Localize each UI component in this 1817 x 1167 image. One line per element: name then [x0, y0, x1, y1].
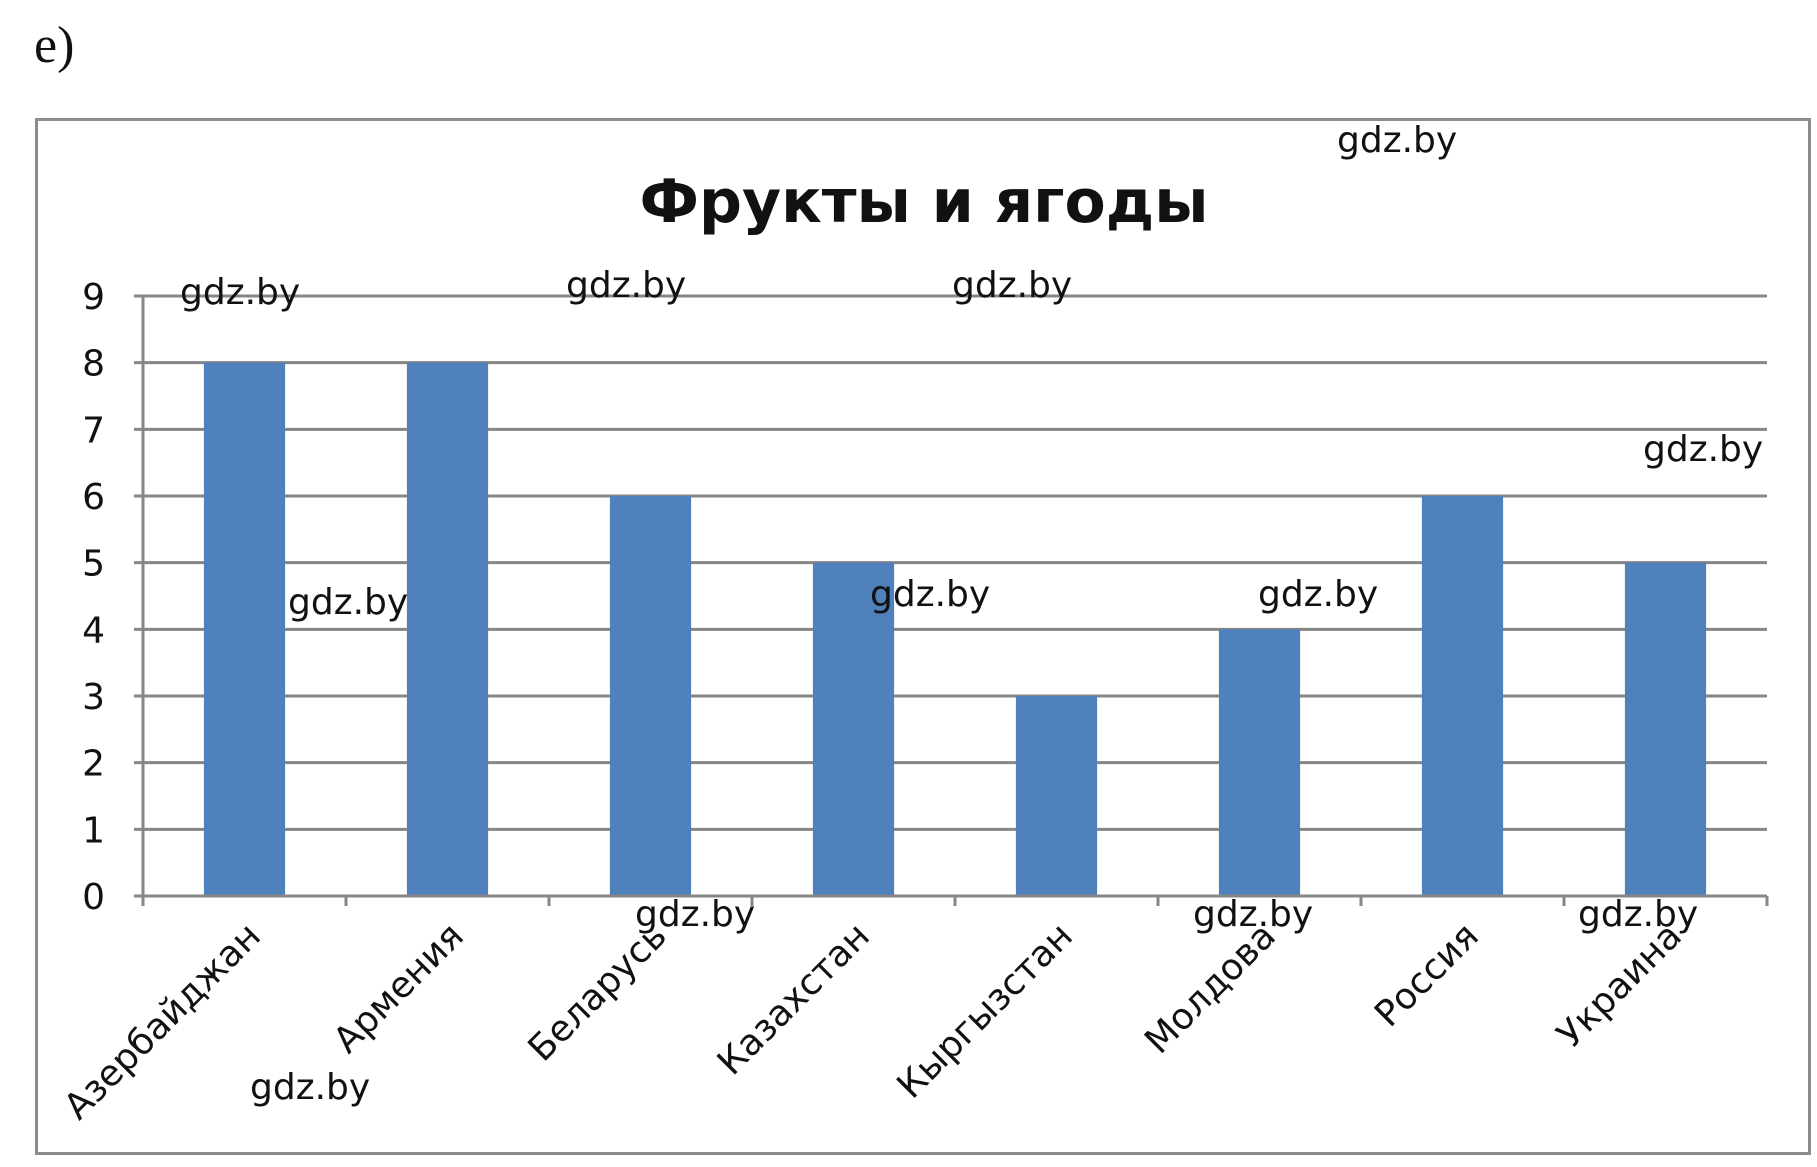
- watermark: gdz.by: [952, 265, 1073, 306]
- y-tick-label: 8: [82, 344, 105, 385]
- watermark: gdz.by: [870, 574, 991, 615]
- watermark: gdz.by: [1258, 574, 1379, 615]
- y-tick-label: 5: [82, 544, 105, 585]
- watermark: gdz.by: [250, 1067, 371, 1108]
- x-tick-label: Беларусь: [521, 915, 675, 1069]
- bar: [203, 362, 286, 897]
- bars: [203, 362, 1707, 897]
- x-tick-label: Молдова: [1137, 915, 1284, 1062]
- watermark: gdz.by: [1643, 429, 1764, 470]
- watermark: gdz.by: [288, 582, 409, 623]
- y-tick-label: 3: [82, 677, 105, 718]
- watermark: gdz.by: [1578, 894, 1699, 935]
- x-tick-label: Кыргызстан: [889, 915, 1080, 1106]
- x-tick-label: Армения: [326, 915, 472, 1061]
- gridlines: [143, 294, 1767, 831]
- part-label: e): [34, 17, 75, 74]
- y-tick-labels: 0 1 2 3 4 5 6 7 8 9: [82, 277, 105, 918]
- watermark: gdz.by: [1193, 894, 1314, 935]
- y-tick-label: 4: [82, 610, 105, 651]
- chart-title: Фрукты и ягоды: [640, 167, 1209, 237]
- bar: [1218, 629, 1301, 896]
- bar: [406, 362, 489, 897]
- y-tick-label: 0: [82, 877, 105, 918]
- bar: [1624, 562, 1707, 896]
- bar: [609, 496, 692, 896]
- x-tick-label: Казахстан: [710, 915, 878, 1083]
- watermark: gdz.by: [635, 894, 756, 935]
- y-tick-label: 7: [82, 410, 105, 451]
- y-tick-label: 9: [82, 277, 105, 318]
- bar: [812, 562, 895, 896]
- x-tick-label: Украина: [1549, 915, 1689, 1055]
- watermark: gdz.by: [180, 272, 301, 313]
- x-tick-label: Азербайджан: [56, 915, 268, 1127]
- bar: [1015, 696, 1098, 896]
- bar: [1421, 496, 1504, 896]
- watermark: gdz.by: [566, 265, 687, 306]
- y-tick-label: 2: [82, 744, 105, 785]
- watermark: gdz.by: [1337, 120, 1458, 161]
- y-tick-label: 6: [82, 477, 105, 518]
- axes: [134, 294, 1769, 906]
- y-tick-label: 1: [82, 810, 105, 851]
- x-tick-label: Россия: [1367, 915, 1487, 1035]
- chart-frame: [35, 118, 1811, 1155]
